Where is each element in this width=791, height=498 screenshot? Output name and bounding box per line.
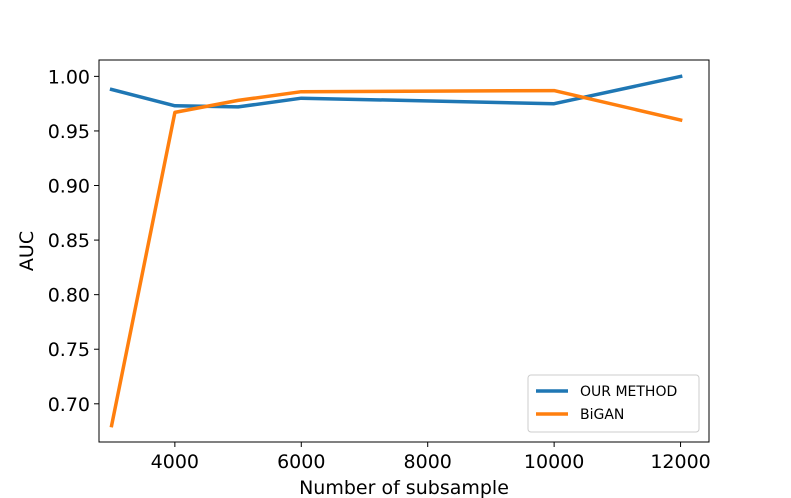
legend-box bbox=[527, 374, 700, 433]
x-tick-label: 8000 bbox=[404, 451, 452, 473]
y-axis-title: AUC bbox=[16, 231, 38, 271]
y-tick-label: 0.70 bbox=[48, 394, 90, 416]
y-tick-label: 1.00 bbox=[48, 66, 90, 88]
series-layer bbox=[109, 74, 683, 428]
x-axis: 4000 6000 8000 10000 12000 bbox=[151, 442, 711, 473]
y-tick-label: 0.95 bbox=[48, 121, 90, 143]
y-axis: 0.70 0.75 0.80 0.85 0.90 0.95 1.00 bbox=[48, 66, 99, 416]
x-tick-label: 6000 bbox=[277, 451, 325, 473]
plot-frame bbox=[98, 59, 710, 443]
y-tick-label: 0.75 bbox=[48, 339, 90, 361]
legend-label: OUR METHOD bbox=[580, 384, 677, 400]
y-tick-label: 0.80 bbox=[48, 285, 90, 307]
series-line-2 bbox=[109, 88, 683, 428]
legend-label: BiGAN bbox=[580, 407, 624, 423]
x-tick-label: 10000 bbox=[524, 451, 584, 473]
y-tick-label: 0.90 bbox=[48, 176, 90, 198]
x-tick-label: 4000 bbox=[151, 451, 199, 473]
x-tick-label: 12000 bbox=[650, 451, 710, 473]
legend: OUR METHOD BiGAN bbox=[527, 374, 700, 433]
series-line-1 bbox=[109, 74, 683, 109]
x-axis-title: Number of subsample bbox=[299, 477, 509, 498]
y-tick-label: 0.85 bbox=[48, 230, 90, 252]
